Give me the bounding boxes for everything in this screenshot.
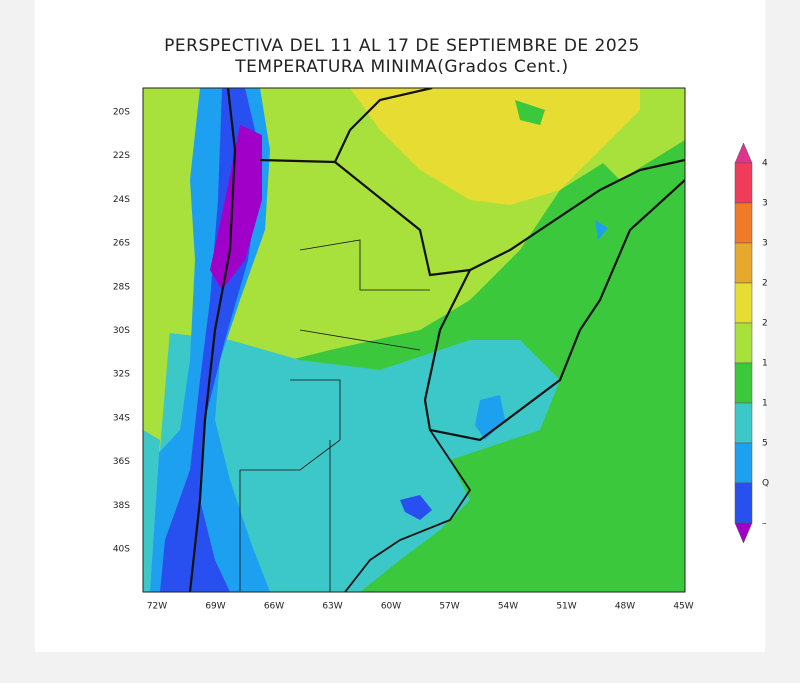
field xyxy=(595,220,608,240)
lat-label: 40S xyxy=(113,545,130,555)
colorbar-label: 2 xyxy=(762,279,768,289)
colorbar-label: – xyxy=(762,519,767,529)
colorbar-end xyxy=(734,522,753,544)
map-fields xyxy=(143,88,685,592)
colorbar-label: 4 xyxy=(762,159,768,169)
border xyxy=(423,179,685,442)
field xyxy=(143,330,560,592)
lat-label: 26S xyxy=(113,239,130,249)
lat-label: 24S xyxy=(113,195,130,205)
lat-label: 36S xyxy=(113,457,130,467)
lon-label: 66W xyxy=(264,602,284,612)
border xyxy=(188,88,237,592)
field xyxy=(210,125,262,290)
lat-label: 34S xyxy=(113,413,130,423)
field xyxy=(400,495,432,520)
colorbar-label: Q xyxy=(762,479,769,489)
lon-label: 69W xyxy=(205,602,225,612)
colorbar-label: 1 xyxy=(762,359,768,369)
field xyxy=(515,100,545,125)
lat-label: 22S xyxy=(113,151,130,161)
colorbar-segment xyxy=(734,202,753,244)
lon-label: 60W xyxy=(381,602,401,612)
colorbar-segment xyxy=(734,162,753,204)
colorbar-label: 5 xyxy=(762,439,768,449)
lat-label: 30S xyxy=(113,326,130,336)
colorbar-label: 3 xyxy=(762,239,768,249)
lat-label: 32S xyxy=(113,370,130,380)
lon-label: 51W xyxy=(556,602,576,612)
colorbar-segment xyxy=(734,322,753,364)
colorbar-label: 3 xyxy=(762,199,768,209)
lat-label: 20S xyxy=(113,108,130,118)
field xyxy=(350,88,640,205)
border xyxy=(259,88,433,164)
subtitle: TEMPERATURA MINIMA(Grados Cent.) xyxy=(234,57,568,77)
colorbar-segment xyxy=(734,242,753,284)
colorbar-label: 2 xyxy=(762,319,768,329)
lat-label: 38S xyxy=(113,501,130,511)
lat-label: 28S xyxy=(113,282,130,292)
colorbar-label: 1 xyxy=(762,399,768,409)
colorbar-segment xyxy=(734,442,753,484)
field xyxy=(143,430,160,592)
lon-label: 48W xyxy=(615,602,635,612)
field xyxy=(475,395,505,440)
province xyxy=(239,239,430,592)
lon-label: 63W xyxy=(322,602,342,612)
colorbar-segment xyxy=(734,402,753,444)
border xyxy=(334,158,685,277)
map-frame xyxy=(142,87,686,593)
lon-label: 72W xyxy=(147,602,167,612)
field xyxy=(143,88,185,480)
title: PERSPECTIVA DEL 11 AL 17 DE SEPTIEMBRE D… xyxy=(164,36,640,56)
lon-label: 45W xyxy=(673,602,693,612)
borders xyxy=(188,88,685,592)
colorbar-segment xyxy=(734,362,753,404)
lon-label: 57W xyxy=(439,602,459,612)
colorbar-segment xyxy=(734,282,753,324)
colorbar-segment xyxy=(734,482,753,524)
lon-label: 54W xyxy=(498,602,518,612)
coast xyxy=(344,429,472,592)
